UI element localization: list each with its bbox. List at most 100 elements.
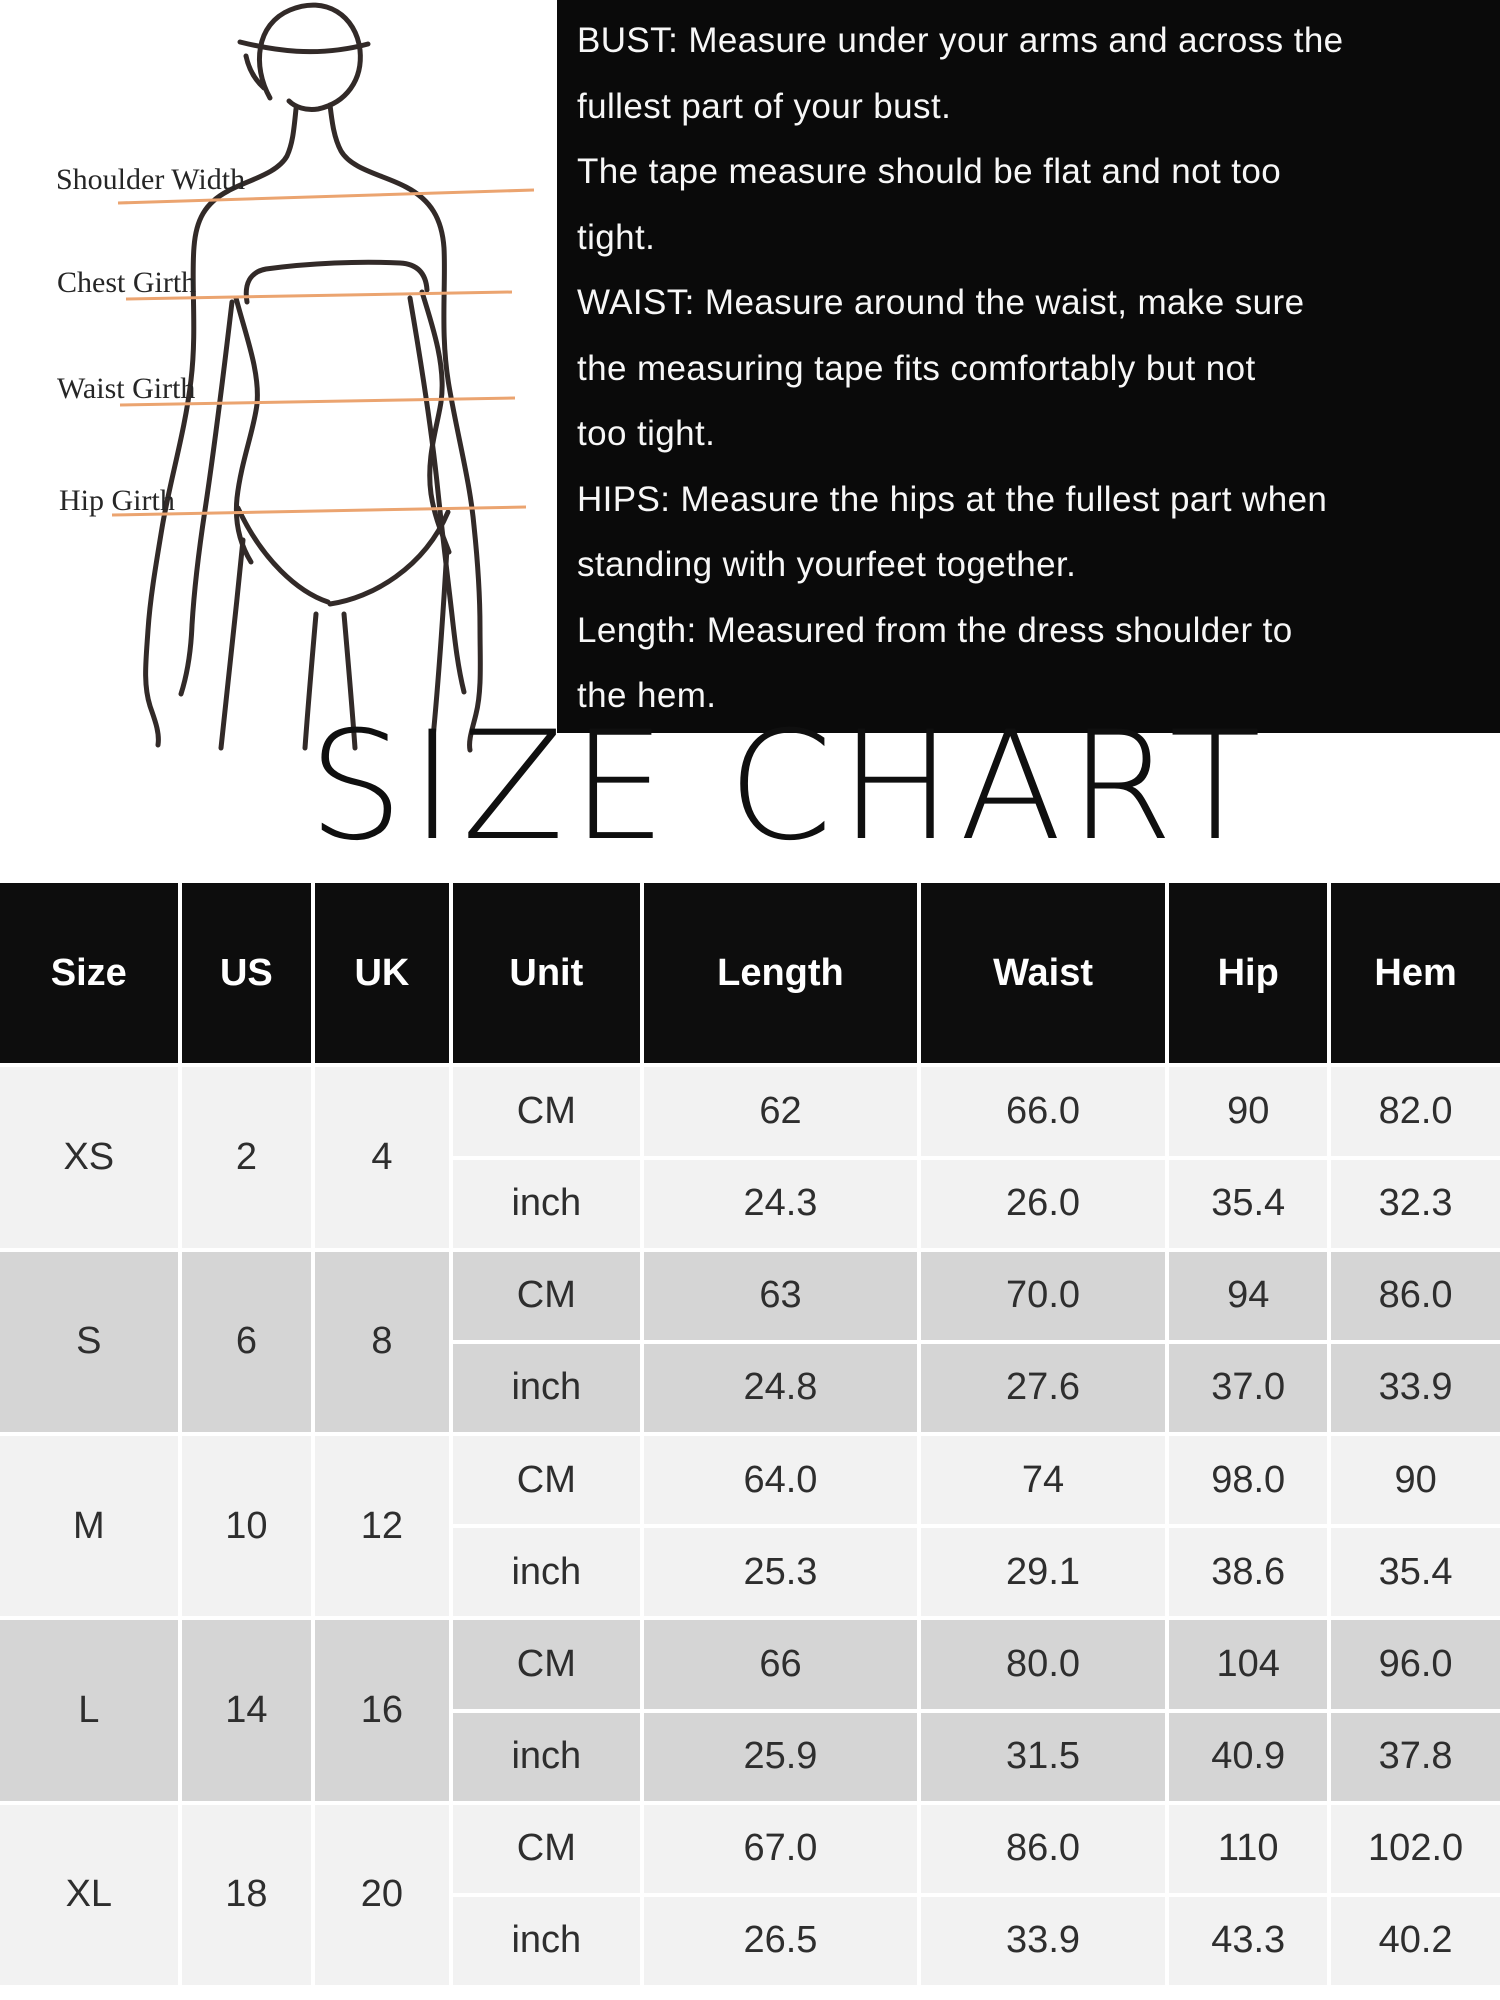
cm-value-cell: 98.0 [1169,1436,1328,1525]
cm-value-cell: 70.0 [920,1251,1166,1340]
instruction-line: HIPS: Measure the hips at the fullest pa… [577,479,1328,519]
inch-value-cell: 37.0 [1169,1343,1328,1432]
inch-value-cell: 43.3 [1169,1896,1328,1985]
cm-value-cell: 62 [644,1067,917,1156]
measurement-guide-lines [111,188,535,517]
header-waist: Waist [920,883,1166,1064]
inch-value-cell: 33.9 [1331,1343,1500,1432]
chest-guide-line [125,290,513,301]
unit-cm-cell: CM [452,1804,641,1893]
inch-value-cell: 26.5 [644,1896,917,1985]
inch-value-cell: 37.8 [1331,1712,1500,1801]
hip-girth-label: Hip Girth [59,484,175,517]
body-measurement-diagram: Shoulder Width Chest Girth Waist Girth H… [0,0,557,883]
inch-value-cell: 40.9 [1169,1712,1328,1801]
instruction-line: BUST: Measure under your arms and across… [577,21,1344,60]
inch-value-cell: 40.2 [1331,1896,1500,1985]
instruction-line: the measuring tape fits comfortably but … [577,348,1256,388]
size-cell: L [0,1620,178,1801]
shoulder-width-label: Shoulder Width [56,163,246,196]
us-cell: 6 [181,1251,312,1432]
inch-value-cell: 27.6 [920,1343,1166,1432]
cm-value-cell: 90 [1331,1436,1500,1525]
uk-cell: 12 [315,1436,449,1617]
cm-value-cell: 90 [1169,1067,1328,1156]
unit-inch-cell: inch [452,1896,641,1985]
inch-value-cell: 35.4 [1331,1528,1500,1617]
chest-girth-label: Chest Girth [57,266,197,299]
cm-value-cell: 67.0 [644,1804,917,1893]
header-size: Size [0,883,178,1064]
unit-inch-cell: inch [452,1528,641,1617]
uk-cell: 16 [315,1620,449,1801]
instruction-line: tight. [577,217,656,257]
size-cell: M [0,1436,178,1617]
uk-cell: 4 [315,1067,449,1248]
unit-cm-cell: CM [452,1436,641,1525]
inch-value-cell: 29.1 [920,1528,1166,1617]
header-us: US [181,883,312,1064]
cm-value-cell: 74 [920,1436,1166,1525]
size-chart-title: SIZE CHART [308,700,1268,874]
instruction-line: Length: Measured from the dress shoulder… [577,610,1293,650]
inch-value-cell: 35.4 [1169,1159,1328,1248]
us-cell: 14 [181,1620,312,1801]
inch-value-cell: 38.6 [1169,1528,1328,1617]
instruction-line: too tight. [577,414,716,453]
hip-guide-line [111,505,527,517]
header-hem: Hem [1331,883,1500,1064]
inch-value-cell: 26.0 [920,1159,1166,1248]
instruction-line: The tape measure should be flat and not … [577,152,1282,191]
unit-inch-cell: inch [452,1712,641,1801]
inch-value-cell: 24.8 [644,1343,917,1432]
cm-value-cell: 66.0 [920,1067,1166,1156]
us-cell: 2 [181,1067,312,1248]
header-length: Length [644,883,917,1064]
instruction-line: the hem. [577,676,717,715]
uk-cell: 8 [315,1251,449,1432]
unit-inch-cell: inch [452,1159,641,1248]
unit-cm-cell: CM [452,1251,641,1340]
size-cell: S [0,1251,178,1432]
hero-section: Shoulder Width Chest Girth Waist Girth H… [0,0,1500,883]
cm-value-cell: 86.0 [1331,1251,1500,1340]
cm-value-cell: 63 [644,1251,917,1340]
cm-value-cell: 82.0 [1331,1067,1500,1156]
inch-value-cell: 33.9 [920,1896,1166,1985]
cm-value-cell: 66 [644,1620,917,1709]
instruction-line: standing with yourfeet together. [577,545,1077,584]
inch-value-cell: 25.3 [644,1528,917,1617]
inch-value-cell: 31.5 [920,1712,1166,1801]
uk-cell: 20 [315,1804,449,1985]
header-uk: UK [315,883,449,1064]
waist-girth-label: Waist Girth [57,372,196,405]
us-cell: 10 [181,1436,312,1617]
cm-value-cell: 96.0 [1331,1620,1500,1709]
cm-value-cell: 102.0 [1331,1804,1500,1893]
inch-value-cell: 25.9 [644,1712,917,1801]
inch-value-cell: 24.3 [644,1159,917,1248]
body-figure-line-art [111,2,535,753]
header-unit: Unit [452,883,641,1064]
size-table: Size US UK Unit Length Waist Hip Hem XS 2… [0,883,1500,1985]
inch-value-cell: 32.3 [1331,1159,1500,1248]
size-cell: XS [0,1067,178,1248]
measurement-instructions-box: BUST: Measure under your arms and across… [557,0,1500,733]
cm-value-cell: 64.0 [644,1436,917,1525]
instruction-line: fullest part of your bust. [577,86,952,126]
unit-cm-cell: CM [452,1620,641,1709]
size-cell: XL [0,1804,178,1985]
cm-value-cell: 110 [1169,1804,1328,1893]
cm-value-cell: 86.0 [920,1804,1166,1893]
cm-value-cell: 104 [1169,1620,1328,1709]
header-hip: Hip [1169,883,1328,1064]
us-cell: 18 [181,1804,312,1985]
unit-cm-cell: CM [452,1067,641,1156]
shoulder-guide-line [117,188,535,205]
cm-value-cell: 80.0 [920,1620,1166,1709]
instruction-line: WAIST: Measure around the waist, make su… [577,283,1305,322]
waist-guide-line [119,396,516,407]
cm-value-cell: 94 [1169,1251,1328,1340]
unit-inch-cell: inch [452,1343,641,1432]
